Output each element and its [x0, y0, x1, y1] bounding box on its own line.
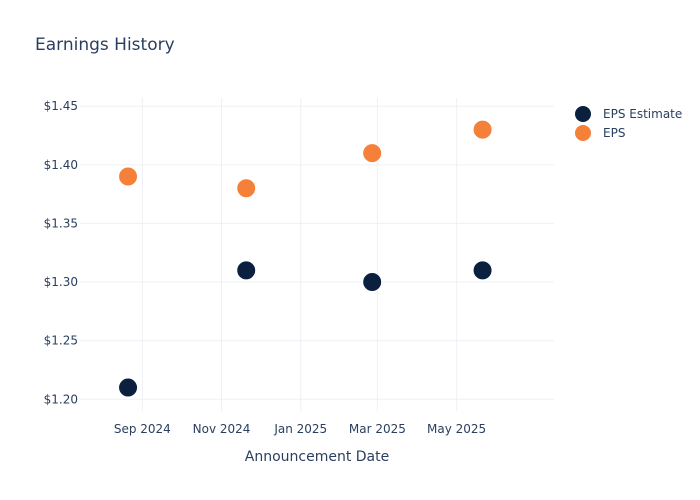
data-points [118, 119, 493, 398]
y-tick-label: $1.35 [44, 216, 78, 230]
eps-point[interactable] [236, 178, 257, 199]
legend-marker [575, 125, 591, 141]
eps-point[interactable] [118, 166, 139, 187]
x-axis-ticks: Sep 2024 Nov 2024 Jan 2025 Mar 2025 May 2025 [114, 422, 486, 436]
y-tick-label: $1.40 [44, 158, 78, 172]
x-tick-label: Jan 2025 [273, 422, 327, 436]
x-tick-label: Sep 2024 [114, 422, 171, 436]
y-axis-ticks: $1.20 $1.25 $1.30 $1.35 $1.40 $1.45 [44, 99, 78, 406]
y-tick-label: $1.30 [44, 275, 78, 289]
legend-label: EPS Estimate [603, 107, 682, 121]
x-tick-label: Mar 2025 [349, 422, 406, 436]
eps-estimate-point[interactable] [118, 377, 139, 398]
eps-point[interactable] [472, 119, 493, 140]
legend-label: EPS [603, 126, 625, 140]
eps-estimate-point[interactable] [362, 272, 383, 293]
eps-point[interactable] [362, 143, 383, 164]
legend-item-eps[interactable]: EPS [575, 125, 625, 141]
x-tick-label: Nov 2024 [193, 422, 251, 436]
legend-marker [575, 106, 591, 122]
eps-estimate-point[interactable] [472, 260, 493, 281]
grid [80, 98, 554, 411]
x-axis-title: Announcement Date [245, 449, 389, 465]
y-tick-label: $1.20 [44, 392, 78, 406]
chart-title: Earnings History [35, 35, 175, 55]
legend-item-eps-estimate[interactable]: EPS Estimate [575, 106, 682, 122]
x-tick-label: May 2025 [427, 422, 486, 436]
eps-estimate-point[interactable] [236, 260, 257, 281]
y-tick-label: $1.45 [44, 99, 78, 113]
legend[interactable]: EPS Estimate EPS [575, 106, 682, 141]
y-tick-label: $1.25 [44, 334, 78, 348]
